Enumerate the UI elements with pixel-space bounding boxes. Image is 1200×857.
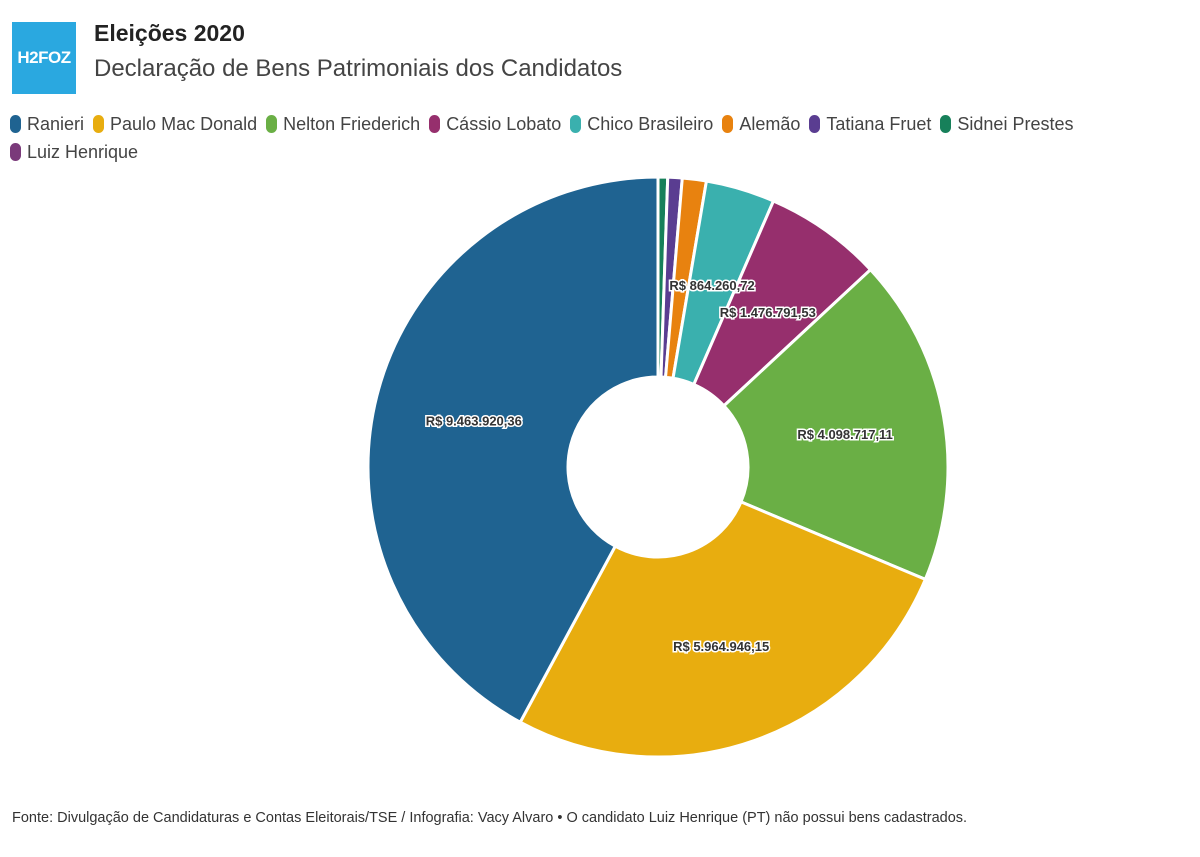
- slice-ranieri[interactable]: [366, 175, 660, 725]
- legend-item[interactable]: Ranieri: [10, 112, 84, 136]
- legend: Ranieri Paulo Mac Donald Nelton Friederich…: [10, 112, 1190, 164]
- legend-item[interactable]: Chico Brasileiro: [570, 112, 713, 136]
- source-note: Fonte: Divulgação de Candidaturas e Cont…: [12, 810, 968, 826]
- chart-subtitle: Declaração de Bens Patrimoniais dos Cand…: [94, 55, 623, 82]
- slice-paulo-mac-donald[interactable]: [518, 499, 928, 759]
- chart-title: Eleições 2020: [94, 20, 245, 46]
- legend-label: Sidnei Prestes: [957, 113, 1074, 134]
- legend-swatch: [266, 115, 278, 133]
- legend-label: Cássio Lobato: [446, 113, 562, 134]
- legend-label: Alemão: [739, 113, 801, 134]
- legend-swatch: [10, 143, 21, 161]
- slice-value-label: R$ 864.260,72: [669, 278, 754, 293]
- legend-swatch: [722, 115, 734, 133]
- legend-item[interactable]: Sidnei Prestes: [940, 112, 1073, 136]
- legend-item[interactable]: Alemão: [722, 112, 800, 136]
- slice-value-label: R$ 9.463.920,36: [426, 413, 522, 428]
- legend-swatch: [429, 115, 441, 133]
- legend-swatch: [570, 115, 582, 133]
- slice-value-label: R$ 5.964.946,15: [673, 639, 769, 654]
- slice-nelton-friederich[interactable]: [721, 267, 950, 582]
- h2foz-logo: H2FOZ: [12, 22, 76, 94]
- legend-item[interactable]: Tatiana Fruet: [809, 112, 931, 136]
- legend-label: Chico Brasileiro: [587, 113, 714, 134]
- legend-label: Paulo Mac Donald: [110, 113, 258, 134]
- logo-text: H2FOZ: [17, 48, 71, 67]
- legend-label: Ranieri: [27, 113, 85, 134]
- legend-label: Luiz Henrique: [27, 141, 139, 162]
- legend-item[interactable]: Nelton Friederich: [266, 112, 420, 136]
- legend-swatch: [10, 115, 21, 133]
- legend-label: Tatiana Fruet: [826, 113, 932, 134]
- legend-swatch: [93, 115, 105, 133]
- legend-label: Nelton Friederich: [283, 113, 421, 134]
- slice-value-label: R$ 1.476.791,53: [720, 305, 816, 320]
- legend-item[interactable]: Luiz Henrique: [10, 140, 138, 164]
- legend-item[interactable]: Cássio Lobato: [429, 112, 561, 136]
- legend-swatch: [809, 115, 821, 133]
- slice-value-label: R$ 4.098.717,11: [797, 427, 892, 442]
- legend-item[interactable]: Paulo Mac Donald: [93, 112, 257, 136]
- legend-swatch: [940, 115, 952, 133]
